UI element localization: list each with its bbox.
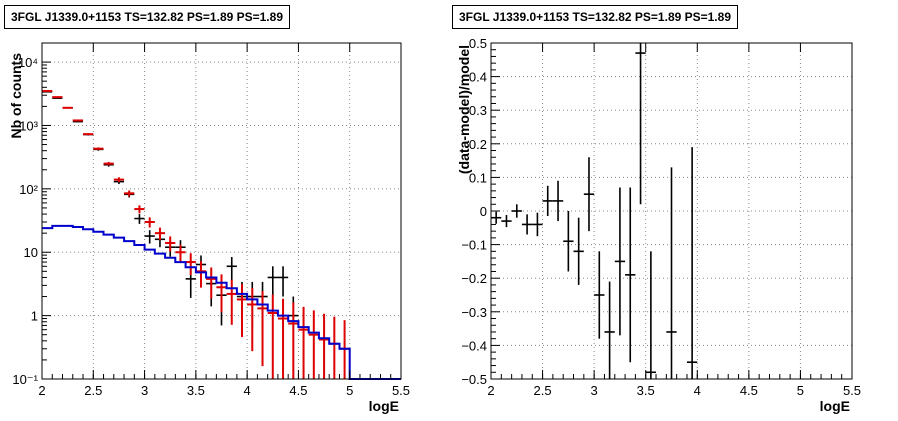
- right-y-tick-label: −0.2: [461, 271, 487, 286]
- left-source-model-line: [42, 224, 401, 380]
- left-y-tick-label: 1: [31, 309, 38, 324]
- right-y-tick-label: 0.3: [469, 103, 487, 118]
- left-x-tick-label: 2: [38, 383, 45, 398]
- left-frame: [41, 42, 402, 380]
- left-x-tick-label: 5: [346, 383, 353, 398]
- left-y-tick-label: 10: [24, 245, 38, 260]
- left-y-tick-label: 10⁴: [18, 55, 38, 70]
- right-y-axis-label: (data-model)/model: [456, 45, 472, 174]
- right-y-tick-label: 0.1: [469, 170, 487, 185]
- right-x-tick-label: 4.5: [740, 383, 758, 398]
- right-x-tick-label: 2: [487, 383, 494, 398]
- right-x-tick-label: 5: [797, 383, 804, 398]
- right-y-tick-label: 0.5: [469, 36, 487, 51]
- left-x-tick-label: 5.5: [392, 383, 410, 398]
- left-x-tick-label: 4.5: [289, 383, 307, 398]
- left-panel-title: 3FGL J1339.0+1153 TS=132.82 PS=1.89 PS=1…: [4, 5, 290, 29]
- right-y-tick-label: −0.3: [461, 305, 487, 320]
- left-x-tick-label: 4: [244, 383, 251, 398]
- right-x-axis-label: logE: [820, 398, 850, 414]
- left-x-tick-label: 3: [141, 383, 148, 398]
- right-y-tick-label: −0.4: [461, 338, 487, 353]
- left-y-axis-label: Nb of counts: [8, 53, 24, 139]
- left-x-tick-label: 2.5: [84, 383, 102, 398]
- right-y-tick-label: 0: [480, 204, 487, 219]
- right-x-tick-label: 3: [591, 383, 598, 398]
- left-x-axis-label: logE: [369, 398, 399, 414]
- right-x-tick-label: 5.5: [843, 383, 861, 398]
- right-y-tick-label: −0.5: [461, 372, 487, 387]
- right-y-tick-label: 0.4: [469, 70, 487, 85]
- right-x-tick-label: 2.5: [534, 383, 552, 398]
- left-y-tick-label: 10³: [19, 118, 38, 133]
- left-x-tick-label: 3.5: [187, 383, 205, 398]
- right-y-tick-label: −0.1: [461, 238, 487, 253]
- right-panel-title: 3FGL J1339.0+1153 TS=132.82 PS=1.89 PS=1…: [452, 5, 738, 29]
- right-x-tick-label: 3.5: [637, 383, 655, 398]
- left-y-tick-label: 10⁻¹: [12, 372, 38, 387]
- left-y-tick-label: 10²: [19, 182, 38, 197]
- right-y-tick-label: 0.2: [469, 137, 487, 152]
- right-x-tick-label: 4: [694, 383, 701, 398]
